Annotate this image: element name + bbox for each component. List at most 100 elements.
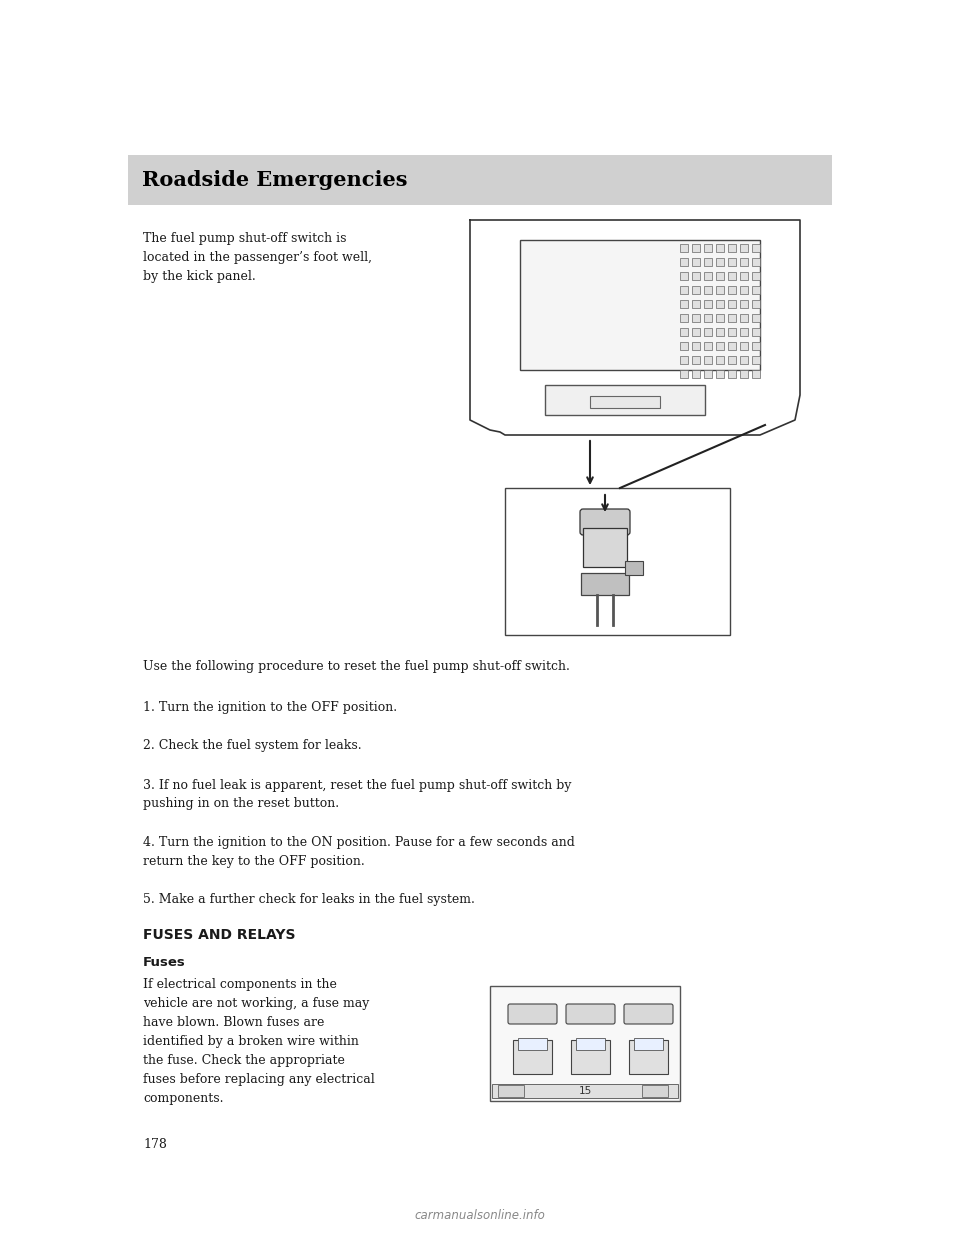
Bar (680, 356, 688, 364)
Bar (692, 370, 700, 378)
Bar (728, 258, 736, 266)
Bar (490, 986, 680, 1100)
Bar (692, 286, 700, 294)
Bar (752, 342, 760, 350)
Bar (634, 1038, 663, 1049)
Bar (513, 1040, 552, 1074)
FancyBboxPatch shape (583, 528, 627, 568)
Bar (740, 342, 748, 350)
Bar (680, 243, 688, 252)
Bar (680, 328, 688, 337)
Text: 5. Make a further check for leaks in the fuel system.: 5. Make a further check for leaks in the… (143, 893, 475, 907)
Bar (704, 356, 712, 364)
Bar (740, 356, 748, 364)
FancyBboxPatch shape (566, 1004, 615, 1023)
Bar (704, 342, 712, 350)
Bar (728, 356, 736, 364)
Bar (692, 314, 700, 322)
Bar (752, 286, 760, 294)
Bar (740, 258, 748, 266)
Bar (680, 286, 688, 294)
Bar (752, 356, 760, 364)
Bar (680, 258, 688, 266)
Bar (704, 370, 712, 378)
Bar (680, 301, 688, 308)
Bar (728, 342, 736, 350)
Bar (728, 243, 736, 252)
Bar (704, 328, 712, 337)
Bar (545, 385, 705, 415)
Bar (716, 243, 724, 252)
Bar (716, 301, 724, 308)
Bar (740, 301, 748, 308)
Bar (740, 370, 748, 378)
Bar (128, 155, 832, 205)
Bar (752, 272, 760, 279)
Bar (752, 243, 760, 252)
Bar (740, 328, 748, 337)
Bar (576, 1038, 605, 1049)
Bar (728, 328, 736, 337)
Text: 1. Turn the ignition to the OFF position.: 1. Turn the ignition to the OFF position… (143, 700, 397, 713)
Text: Roadside Emergencies: Roadside Emergencies (142, 170, 407, 190)
Bar (728, 286, 736, 294)
Bar (740, 286, 748, 294)
Bar (740, 314, 748, 322)
Bar (728, 301, 736, 308)
FancyBboxPatch shape (508, 1004, 557, 1023)
Bar (716, 370, 724, 378)
Bar (629, 1040, 668, 1074)
Bar (590, 396, 660, 409)
Bar (752, 301, 760, 308)
Text: Use the following procedure to reset the fuel pump shut-off switch.: Use the following procedure to reset the… (143, 660, 570, 673)
Text: If electrical components in the
vehicle are not working, a fuse may
have blown. : If electrical components in the vehicle … (143, 977, 374, 1105)
Text: 2. Check the fuel system for leaks.: 2. Check the fuel system for leaks. (143, 739, 362, 753)
Bar (752, 314, 760, 322)
Bar (728, 370, 736, 378)
Bar (680, 272, 688, 279)
Bar (642, 1086, 668, 1097)
Bar (704, 314, 712, 322)
Bar (716, 328, 724, 337)
Bar (740, 243, 748, 252)
FancyBboxPatch shape (580, 509, 630, 535)
Text: 4. Turn the ignition to the ON position. Pause for a few seconds and
return the : 4. Turn the ignition to the ON position.… (143, 836, 575, 867)
Text: FUSES AND RELAYS: FUSES AND RELAYS (143, 928, 296, 941)
Bar (716, 272, 724, 279)
Bar (752, 370, 760, 378)
Text: 178: 178 (143, 1138, 167, 1151)
Bar (716, 258, 724, 266)
Bar (680, 370, 688, 378)
Bar (704, 272, 712, 279)
Bar (704, 301, 712, 308)
Bar (704, 243, 712, 252)
Bar (625, 561, 643, 575)
Text: carmanualsonline.info: carmanualsonline.info (415, 1208, 545, 1222)
Bar (680, 314, 688, 322)
Text: 15: 15 (578, 1086, 591, 1095)
Bar (692, 342, 700, 350)
Bar (692, 356, 700, 364)
FancyBboxPatch shape (624, 1004, 673, 1023)
Bar (716, 342, 724, 350)
Bar (520, 240, 760, 370)
Bar (752, 258, 760, 266)
Bar (581, 573, 629, 595)
Text: 3. If no fuel leak is apparent, reset the fuel pump shut-off switch by
pushing i: 3. If no fuel leak is apparent, reset th… (143, 779, 571, 810)
Bar (740, 272, 748, 279)
Bar (704, 258, 712, 266)
Bar (692, 301, 700, 308)
Bar (692, 258, 700, 266)
Bar (716, 356, 724, 364)
Bar (716, 314, 724, 322)
Bar (571, 1040, 610, 1074)
Bar (716, 286, 724, 294)
Bar (692, 328, 700, 337)
Text: The fuel pump shut-off switch is
located in the passenger’s foot well,
by the ki: The fuel pump shut-off switch is located… (143, 232, 372, 283)
Bar (492, 1084, 678, 1098)
Bar (728, 314, 736, 322)
Bar (498, 1086, 524, 1097)
Bar (692, 243, 700, 252)
Bar (680, 342, 688, 350)
Bar (692, 272, 700, 279)
